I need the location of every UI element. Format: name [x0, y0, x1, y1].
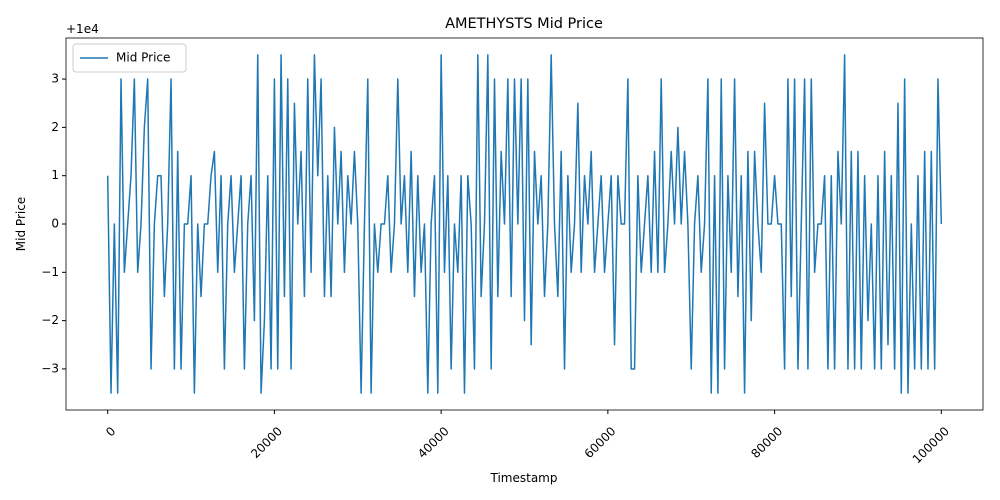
y-tick-label: 0 [51, 217, 59, 231]
y-tick-label: 1 [51, 168, 59, 182]
y-tick-label: −2 [41, 313, 59, 327]
legend-label: Mid Price [116, 51, 170, 65]
plot-frame [65, 37, 984, 411]
y-tick-label: 2 [51, 120, 59, 134]
y-offset-label: +1e4 [66, 22, 99, 36]
chart-title: AMETHYSTS Mid Price [445, 16, 603, 32]
line [106, 54, 943, 394]
y-tick-label: −1 [41, 265, 59, 279]
y-tick-label: 3 [51, 72, 59, 86]
y-tick-label: −3 [41, 361, 59, 375]
legend-box [72, 43, 187, 73]
x-axis-label: Timestamp [490, 471, 558, 485]
y-axis-label: Mid Price [14, 197, 28, 251]
